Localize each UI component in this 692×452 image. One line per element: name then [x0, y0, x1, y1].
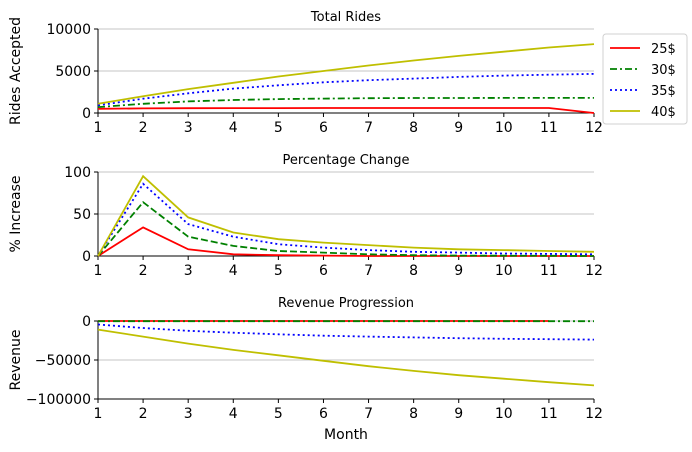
series-line-25usd — [97, 226, 594, 257]
x-tick-label: 5 — [274, 406, 283, 422]
x-tick-label: 11 — [540, 263, 558, 279]
x-tick-label: 9 — [454, 120, 463, 136]
x-tick-label: 7 — [364, 406, 373, 422]
panel-title: Revenue Progression — [278, 296, 414, 311]
legend-label: 25$ — [651, 42, 676, 57]
x-tick-label: 2 — [139, 263, 148, 279]
x-tick-label: 8 — [409, 120, 418, 136]
series-line-25usd — [97, 107, 595, 114]
series-line-40usd — [97, 328, 595, 387]
x-tick-label: 1 — [94, 120, 103, 136]
x-tick-label: 8 — [409, 406, 418, 422]
x-tick-label: 6 — [319, 406, 328, 422]
x-tick-label: 8 — [409, 263, 418, 279]
series-line-35usd — [97, 73, 595, 107]
y-tick-label: 0 — [82, 314, 91, 330]
series-line-30usd — [97, 97, 594, 108]
series-line-35usd — [97, 323, 595, 341]
y-axis-label: % Increase — [8, 176, 24, 253]
y-tick-label: 50 — [73, 207, 91, 223]
y-axis-label: Revenue — [8, 330, 24, 391]
x-tick-label: 1 — [94, 406, 103, 422]
x-tick-label: 7 — [364, 263, 373, 279]
series-line-40usd — [97, 43, 595, 105]
x-tick-label: 9 — [454, 406, 463, 422]
legend-label: 30$ — [651, 63, 676, 78]
x-tick-label: 2 — [139, 406, 148, 422]
x-tick-label: 12 — [585, 120, 603, 136]
y-tick-label: 100 — [64, 165, 91, 181]
x-tick-label: 5 — [274, 263, 283, 279]
x-tick-label: 12 — [585, 263, 603, 279]
y-tick-label: 0 — [82, 106, 91, 122]
x-tick-label: 1 — [94, 263, 103, 279]
x-tick-label: 10 — [495, 406, 513, 422]
x-tick-label: 2 — [139, 120, 148, 136]
x-tick-label: 10 — [495, 263, 513, 279]
x-tick-label: 3 — [184, 263, 193, 279]
panel-title: Total Rides — [310, 10, 381, 25]
y-tick-label: 0 — [82, 249, 91, 265]
legend-label: 35$ — [651, 84, 676, 99]
legend: 25$ 30$ 35$ 40$ — [602, 33, 688, 125]
series-line-35usd — [97, 182, 595, 257]
x-tick-label: 9 — [454, 263, 463, 279]
x-tick-label: 11 — [540, 406, 558, 422]
y-tick-label: −100000 — [26, 392, 91, 408]
y-tick-label: −50000 — [35, 353, 91, 369]
panel-title: Percentage Change — [282, 153, 409, 168]
x-tick-label: 6 — [319, 120, 328, 136]
y-tick-label: 5000 — [55, 64, 91, 80]
series-line-40usd — [97, 174, 595, 257]
y-axis-label: Rides Accepted — [8, 17, 24, 125]
series-line-30usd — [97, 200, 595, 257]
x-axis-label: Month — [324, 427, 368, 443]
y-tick-label: 10000 — [46, 22, 91, 38]
x-tick-label: 3 — [184, 406, 193, 422]
x-tick-label: 12 — [585, 406, 603, 422]
x-tick-label: 6 — [319, 263, 328, 279]
x-tick-label: 7 — [364, 120, 373, 136]
x-tick-label: 4 — [229, 263, 238, 279]
x-tick-label: 4 — [229, 406, 238, 422]
x-tick-label: 3 — [184, 120, 193, 136]
x-tick-label: 10 — [495, 120, 513, 136]
x-tick-label: 11 — [540, 120, 558, 136]
x-tick-label: 5 — [274, 120, 283, 136]
legend-frame — [602, 33, 688, 125]
legend-label: 40$ — [651, 105, 676, 120]
x-tick-label: 4 — [229, 120, 238, 136]
